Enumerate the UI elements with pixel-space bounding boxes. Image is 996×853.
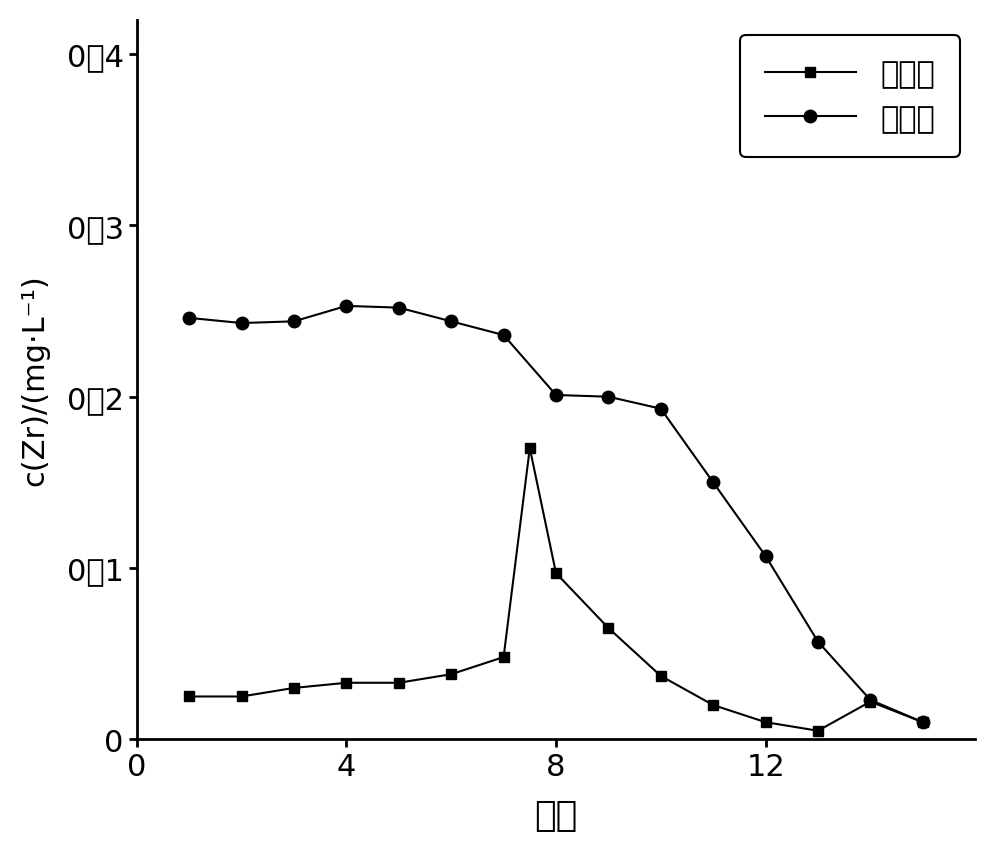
有机相 — [707, 700, 719, 711]
有机相 — [550, 568, 562, 578]
水　相 — [654, 404, 666, 415]
水　相 — [916, 717, 928, 728]
有机相 — [603, 623, 615, 633]
有机相 — [445, 670, 457, 680]
有机相 — [236, 692, 248, 702]
有机相 — [760, 717, 772, 728]
水　相 — [183, 313, 195, 323]
有机相 — [812, 726, 824, 736]
有机相 — [392, 678, 404, 688]
水　相 — [603, 392, 615, 403]
水　相 — [236, 318, 248, 328]
有机相 — [654, 671, 666, 682]
水　相 — [498, 330, 510, 340]
水　相 — [392, 303, 404, 313]
有机相 — [865, 697, 876, 707]
Line: 有机相: 有机相 — [184, 444, 927, 736]
有机相 — [524, 444, 536, 454]
水　相 — [445, 316, 457, 327]
有机相 — [498, 653, 510, 663]
有机相 — [183, 692, 195, 702]
水　相 — [812, 637, 824, 647]
水　相 — [550, 391, 562, 401]
X-axis label: 级数: 级数 — [535, 798, 578, 833]
有机相 — [916, 717, 928, 728]
水　相 — [760, 551, 772, 561]
Legend: 有机相, 水　相: 有机相, 水 相 — [740, 36, 960, 158]
有机相 — [288, 683, 300, 693]
水　相 — [341, 301, 353, 311]
有机相 — [341, 678, 353, 688]
水　相 — [288, 316, 300, 327]
水　相 — [707, 478, 719, 488]
Y-axis label: c(Zr)/(mg·L⁻¹): c(Zr)/(mg·L⁻¹) — [21, 275, 50, 486]
Line: 水　相: 水 相 — [183, 300, 929, 728]
水　相 — [865, 695, 876, 705]
